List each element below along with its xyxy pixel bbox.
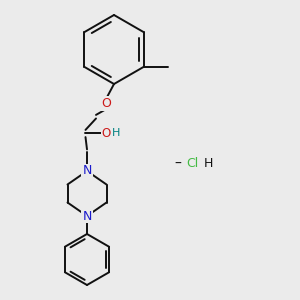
Text: N: N — [82, 164, 92, 178]
Text: O: O — [101, 127, 110, 140]
Text: O: O — [102, 97, 111, 110]
Text: H: H — [112, 128, 121, 139]
Text: H: H — [204, 157, 213, 170]
Text: –: – — [174, 157, 181, 170]
Text: Cl: Cl — [186, 157, 198, 170]
Text: N: N — [82, 209, 92, 223]
